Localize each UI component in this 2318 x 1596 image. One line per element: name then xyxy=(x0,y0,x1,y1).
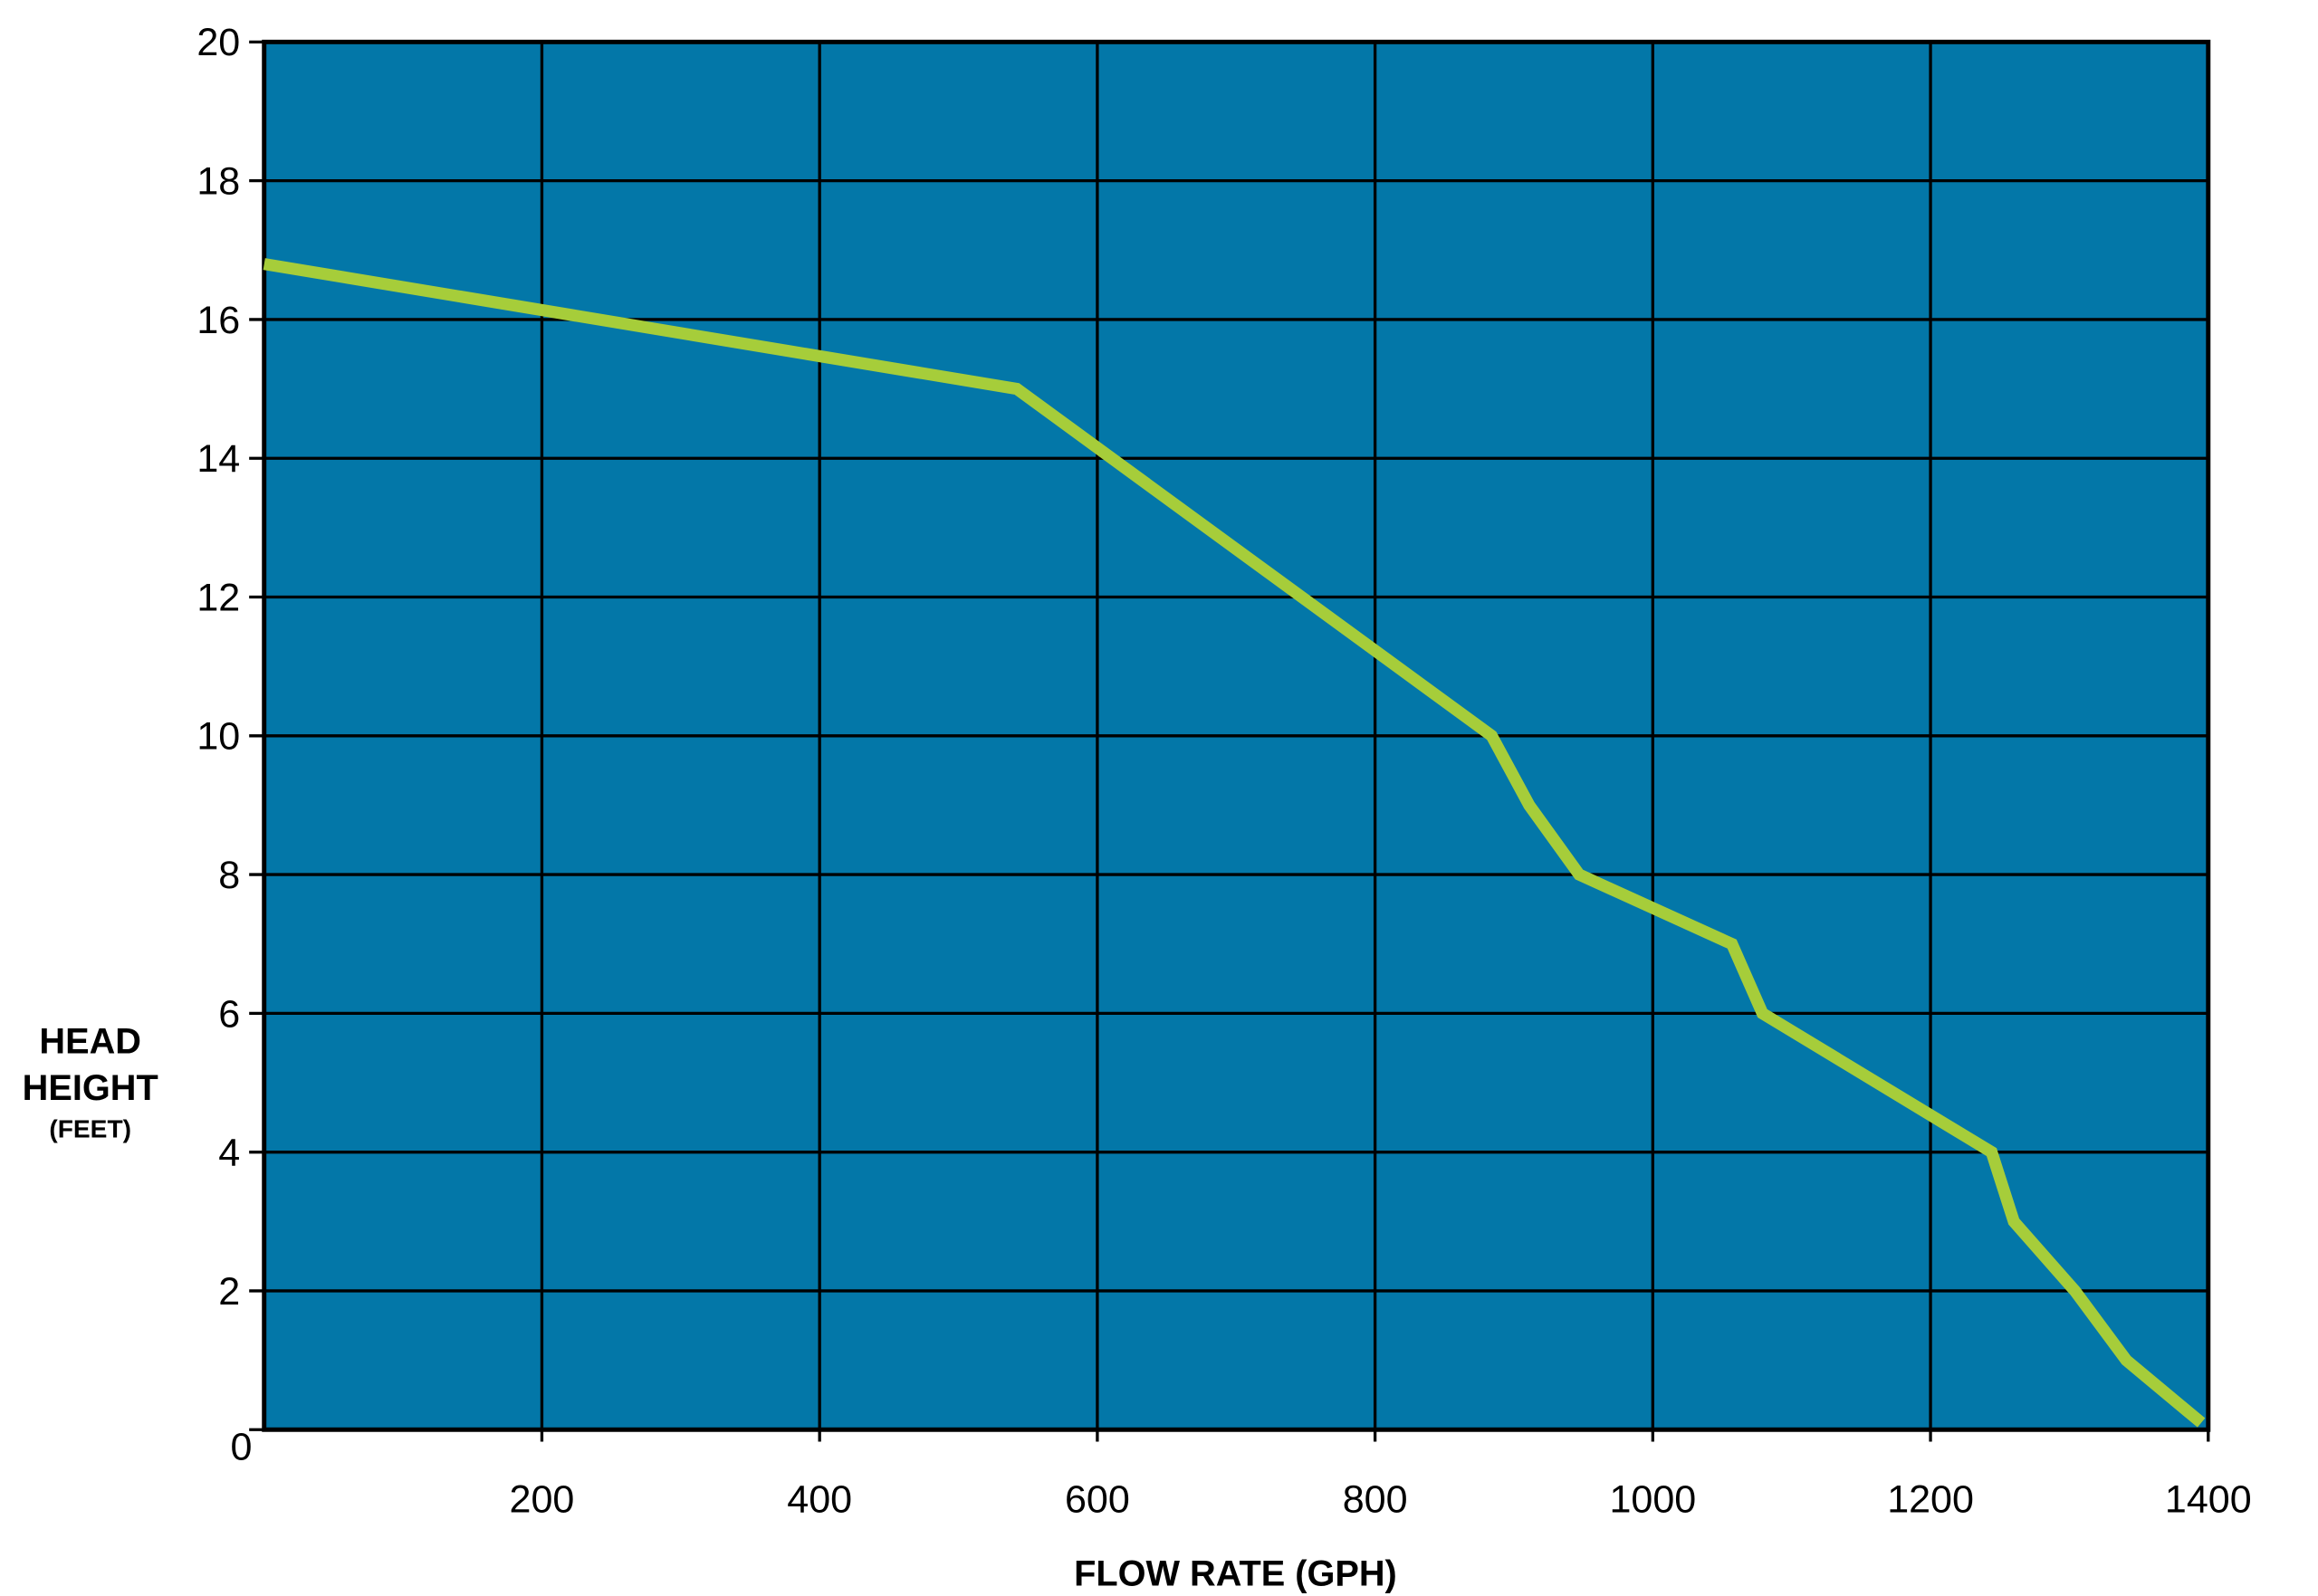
y-axis-title: HEIGHT xyxy=(23,1068,158,1108)
data-line xyxy=(263,258,2206,1428)
plot-frame xyxy=(262,39,2211,1432)
y-tick-label: 14 xyxy=(196,437,240,481)
y-tick-label: 20 xyxy=(196,21,240,64)
y-tick-label: 2 xyxy=(218,1270,240,1314)
x-tick-label: 800 xyxy=(1343,1477,1408,1521)
y-tick-label: 8 xyxy=(218,854,240,897)
y-tick-label: 12 xyxy=(196,576,240,619)
y-tick-label: 16 xyxy=(196,299,240,342)
x-tick-label: 400 xyxy=(787,1477,852,1521)
x-tick-label: 200 xyxy=(510,1477,575,1521)
y-axis-unit: (FEET) xyxy=(49,1114,131,1142)
x-tick-label: 1200 xyxy=(1887,1477,1974,1521)
x-tick-label: 1000 xyxy=(1609,1477,1696,1521)
y-axis-title: HEAD xyxy=(39,1022,141,1062)
x-tick-label: 600 xyxy=(1065,1477,1130,1521)
y-tick-label: 4 xyxy=(218,1132,240,1175)
y-tick-label: 6 xyxy=(218,992,240,1036)
y-tick-label: 10 xyxy=(196,715,240,759)
x-tick-label: 1400 xyxy=(2165,1477,2252,1521)
y-tick-label: 18 xyxy=(196,160,240,204)
y-tick-label: 0 xyxy=(231,1425,253,1468)
x-axis-title: FLOW RATE (GPH) xyxy=(1074,1553,1397,1593)
